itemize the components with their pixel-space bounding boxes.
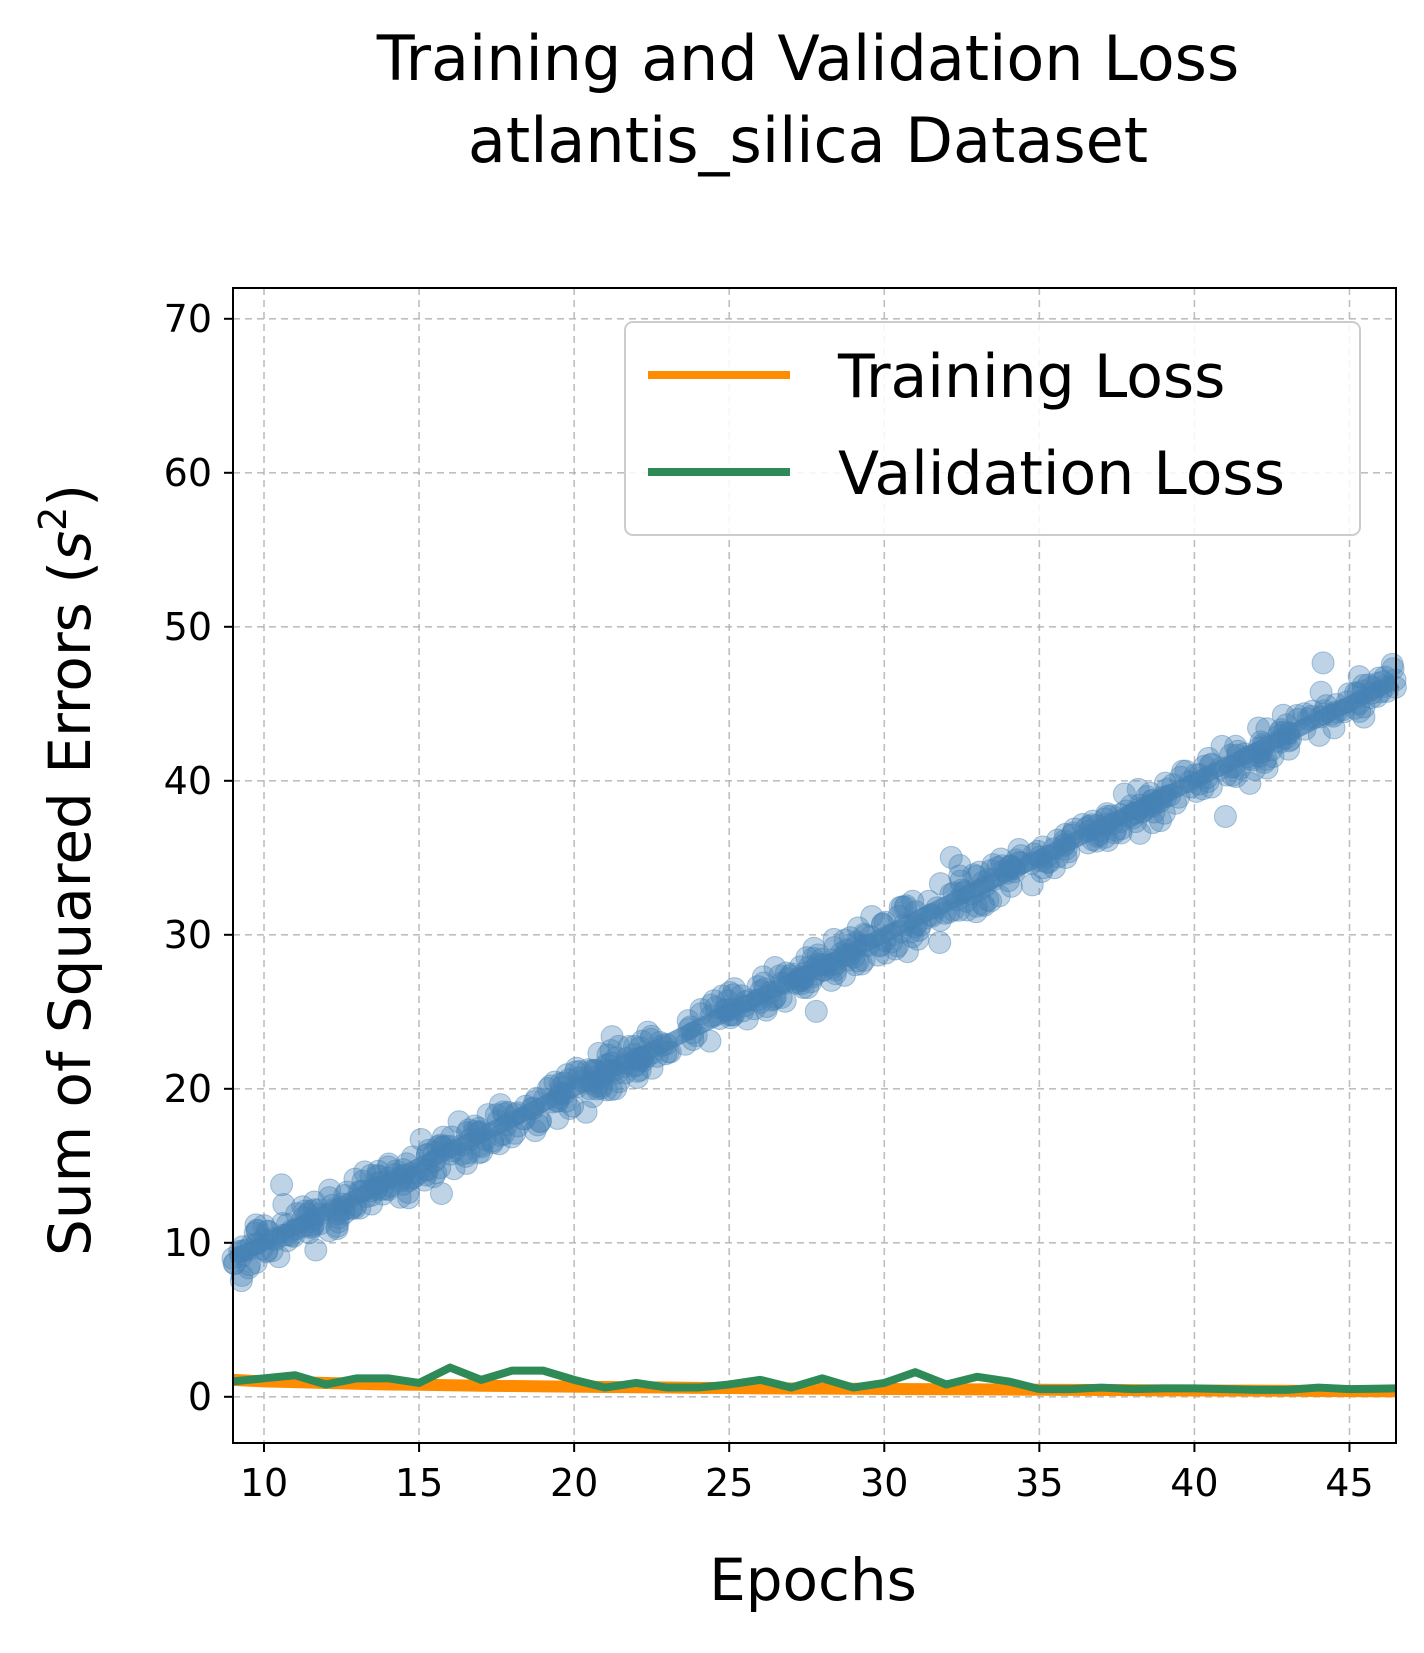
scatter-point [832,963,856,987]
y-axis-label: Sum of Squared Errors (s2) [31,484,104,1256]
x-tick-label: 45 [1325,1461,1373,1505]
scatter-point [625,1066,649,1090]
legend-label-validation: Validation Loss [838,439,1285,509]
y-axis-label-close: ) [36,484,104,507]
scatter-point [1020,873,1044,897]
scatter-point [388,1185,412,1209]
scatter-point [1141,811,1165,835]
scatter-point [599,1038,623,1062]
scatter-point [860,904,884,928]
scatter-point [304,1238,328,1262]
scatter-point [1210,734,1234,758]
scatter-point [1347,665,1371,689]
scatter-point [447,1110,471,1134]
scatter-point [244,1213,268,1237]
trend-line-path [229,673,1400,1266]
y-axis-ticks: 0 10 20 30 40 50 60 70 [164,297,233,1419]
scatter-point [523,1119,547,1143]
scatter-point [454,1151,478,1175]
x-tick-label: 10 [240,1461,288,1505]
scatter-point [948,853,972,877]
scatter-point [1112,782,1136,806]
scatter-point [1238,771,1262,795]
scatter-point [267,1245,291,1269]
scatter-point [1309,680,1333,704]
legend-label-training: Training Loss [837,342,1225,412]
scatter-point [317,1219,341,1243]
scatter-point [948,864,972,888]
y-tick-label: 30 [164,913,212,957]
scatter-point [802,936,826,960]
x-axis-ticks: 10 15 20 25 30 35 40 45 [240,1443,1374,1505]
y-tick-label: 60 [164,451,212,495]
x-tick-label: 40 [1170,1461,1218,1505]
scatter-point [607,1034,631,1058]
scatter-point [587,1041,611,1065]
scatter-point [230,1263,254,1287]
scatter-point [325,1217,349,1241]
y-tick-label: 40 [164,759,212,803]
scatter-point [964,900,988,924]
scatter-point [409,1127,433,1151]
x-tick-label: 15 [395,1461,443,1505]
scatter-point [763,956,787,980]
scatter-point [429,1181,453,1205]
x-tick-label: 25 [705,1461,753,1505]
scatter-point [822,927,846,951]
scatter-point [1148,809,1172,833]
scatter-point [1128,821,1152,845]
scatter-point [272,1192,296,1216]
scatter-point [939,845,963,869]
scatter-point [397,1186,421,1210]
scatter-point [928,931,952,955]
scatter-point [906,927,930,951]
scatter-point [1255,756,1279,780]
scatter-point [722,977,746,1001]
scatter-point [488,1093,512,1117]
scatter-point [396,1180,420,1204]
scatter-point [353,1160,377,1184]
trend-line [229,673,1400,1266]
scatter-point [928,872,952,896]
scatter-point [1247,716,1271,740]
chart-title: Training and Validation Loss [376,22,1240,95]
scatter-point [1213,804,1237,828]
scatter-point [229,1269,253,1293]
y-tick-label: 70 [164,297,212,341]
y-axis-label-exp: 2 [31,507,75,531]
scatter-point [1352,705,1376,729]
scatter-point [895,940,919,964]
x-tick-label: 20 [550,1461,598,1505]
validation-loss-line [232,1363,1397,1394]
y-tick-label: 10 [164,1221,212,1265]
plot-frame [232,287,1397,1444]
scatter-point [1311,651,1335,675]
scatter-point [600,1025,624,1049]
scatter-point [574,1100,598,1124]
scatter-point [1271,703,1295,727]
scatter-point [270,1173,294,1197]
scatter-point [546,1106,570,1130]
x-tick-label: 30 [860,1461,908,1505]
y-axis-label-var: s [36,531,104,561]
scatter-point [972,893,996,917]
loss-series [232,1363,1397,1398]
scatter-point [636,1020,660,1044]
y-tick-label: 50 [164,605,212,649]
y-tick-label: 20 [164,1067,212,1111]
x-tick-label: 35 [1015,1461,1063,1505]
chart-subtitle: atlantis_silica Dataset [468,104,1148,177]
scatter-point [1380,652,1404,676]
scatter-point [442,1157,466,1181]
y-axis-label-main: Sum of Squared Errors ( [36,561,104,1256]
legend: Training Loss Validation Loss [624,321,1361,536]
scatter-point [604,1077,628,1101]
scatter-point [318,1178,342,1202]
y-tick-label: 0 [188,1375,212,1419]
legend-box [624,321,1361,536]
scatter-point [804,999,828,1023]
x-axis-label: Epochs [709,1546,917,1614]
